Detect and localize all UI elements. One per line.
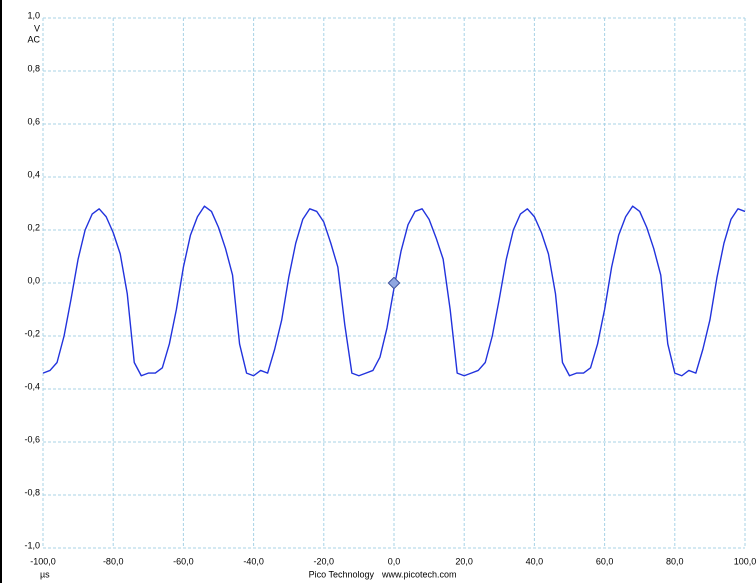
y-coupling: AC — [27, 34, 40, 44]
x-unit: µs — [40, 569, 50, 579]
x-tick-label: -40,0 — [243, 556, 264, 566]
y-tick-label: -0,8 — [24, 487, 40, 497]
y-tick-label: -1,0 — [24, 540, 40, 550]
y-tick-label: 0,0 — [27, 275, 40, 285]
y-unit: V — [34, 23, 40, 33]
x-tick-label: -80,0 — [103, 556, 124, 566]
x-tick-label: -20,0 — [314, 556, 335, 566]
y-tick-label: 1,0 — [27, 10, 40, 20]
x-tick-label: 100,0 — [734, 556, 756, 566]
x-tick-label: -100,0 — [30, 556, 56, 566]
y-tick-label: -0,4 — [24, 381, 40, 391]
x-tick-label: -60,0 — [173, 556, 194, 566]
trigger-marker — [387, 276, 401, 290]
footer-url: www.picotech.com — [381, 569, 457, 579]
x-tick-label: 60,0 — [596, 556, 614, 566]
x-tick-label: 80,0 — [666, 556, 684, 566]
y-tick-label: 0,4 — [27, 169, 40, 179]
x-tick-label: 0,0 — [388, 556, 401, 566]
y-tick-label: -0,2 — [24, 328, 40, 338]
y-tick-label: 0,2 — [27, 222, 40, 232]
y-tick-label: 0,8 — [27, 63, 40, 73]
y-tick-label: -0,6 — [24, 434, 40, 444]
x-tick-label: 40,0 — [526, 556, 544, 566]
y-tick-label: 0,6 — [27, 116, 40, 126]
footer-company: Pico Technology — [309, 569, 375, 579]
x-tick-label: 20,0 — [455, 556, 473, 566]
